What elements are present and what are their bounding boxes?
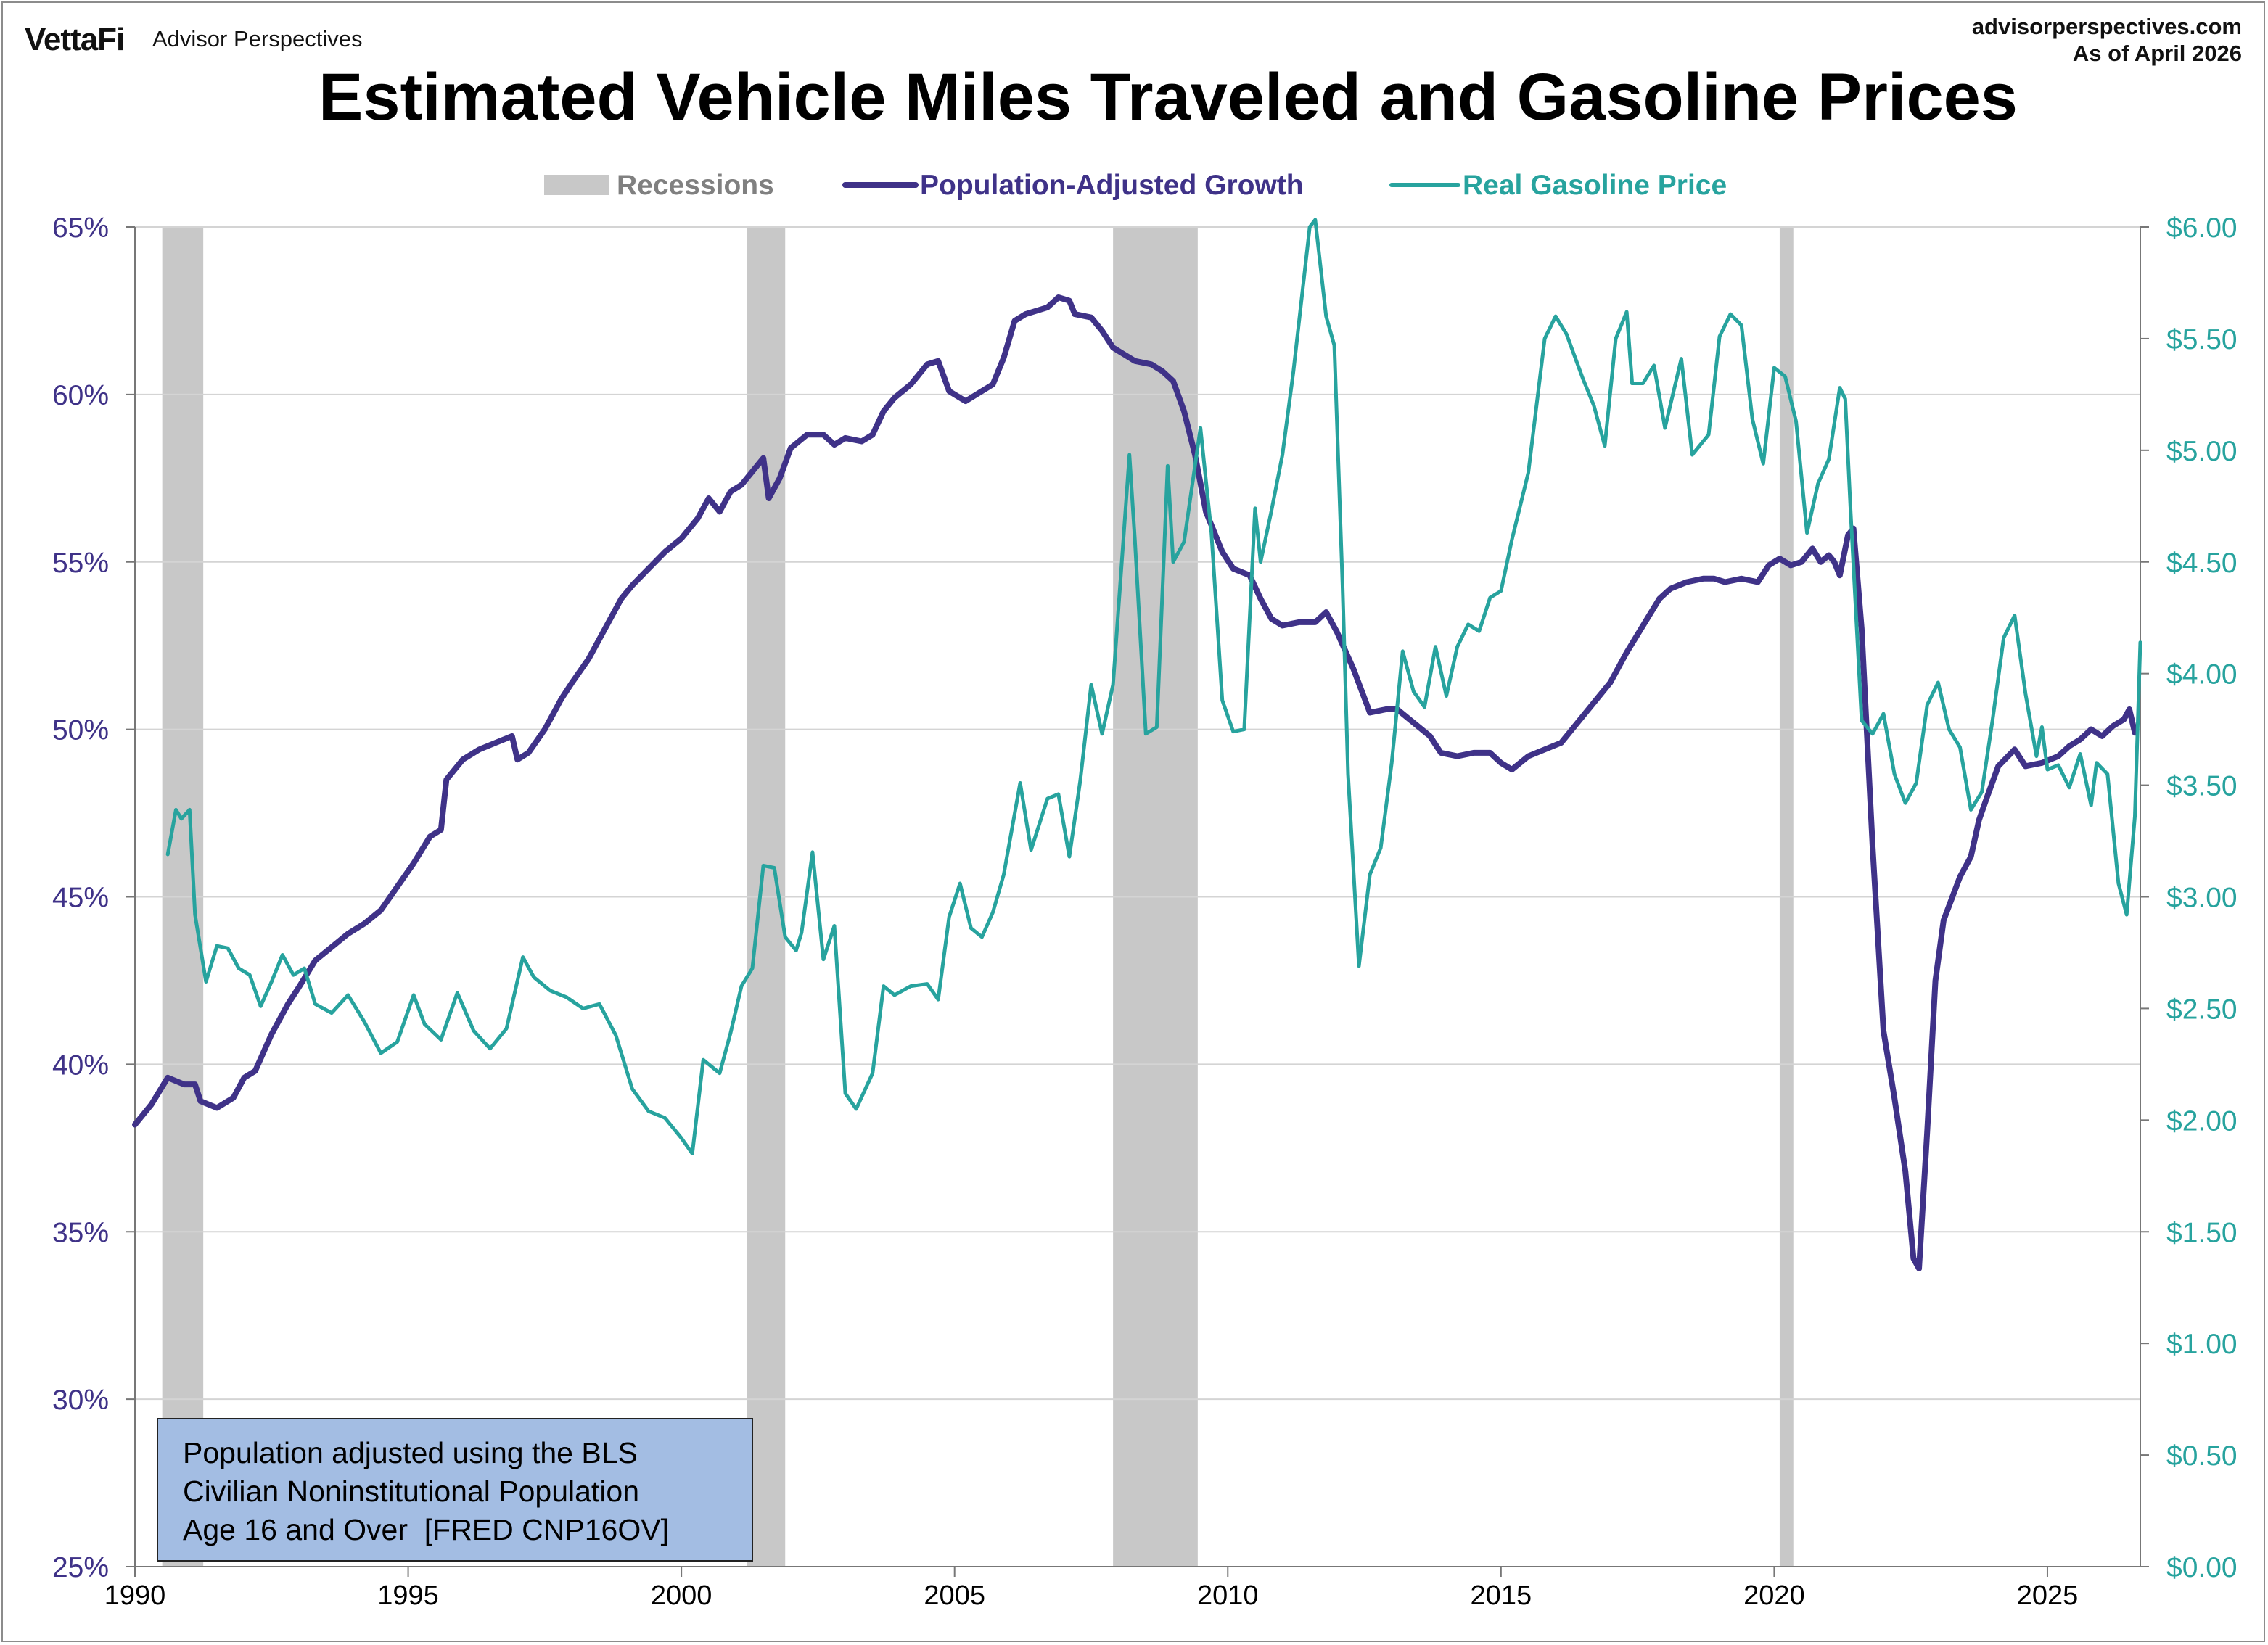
right-tick-label: $2.00 bbox=[2166, 1105, 2238, 1137]
x-tick-label: 2010 bbox=[1197, 1580, 1259, 1611]
right-tick-label: $3.00 bbox=[2166, 883, 2238, 914]
methodology-note: Population adjusted using the BLS Civili… bbox=[157, 1418, 753, 1562]
note-line: Civilian Noninstitutional Population bbox=[183, 1475, 640, 1508]
right-tick-label: $4.00 bbox=[2166, 659, 2238, 690]
x-tick-label: 1990 bbox=[104, 1580, 166, 1611]
left-tick-label: 45% bbox=[52, 883, 109, 914]
note-line: Age 16 and Over [FRED CNP16OV] bbox=[183, 1513, 669, 1546]
x-tick-label: 2015 bbox=[1471, 1580, 1532, 1611]
left-tick-label: 35% bbox=[52, 1217, 109, 1248]
chart-title: Estimated Vehicle Miles Traveled and Gas… bbox=[319, 60, 2018, 134]
right-tick-label: $0.50 bbox=[2166, 1440, 2238, 1472]
legend-swatch-recessions bbox=[544, 175, 609, 195]
gasoline-price-line bbox=[165, 218, 2142, 1155]
series-lines bbox=[132, 218, 2142, 1271]
vettafi-logo: VettaFi bbox=[25, 22, 125, 57]
x-tick-label: 2025 bbox=[2017, 1580, 2079, 1611]
as-of-date: As of April 2026 bbox=[2072, 41, 2242, 67]
legend-label-growth: Population-Adjusted Growth bbox=[920, 170, 1304, 201]
left-tick-label: 30% bbox=[52, 1385, 109, 1416]
left-tick-label: 40% bbox=[52, 1050, 109, 1081]
x-tick-label: 2005 bbox=[924, 1580, 985, 1611]
right-tick-label: $4.50 bbox=[2166, 548, 2238, 579]
legend: Recessions Population-Adjusted Growth Real… bbox=[544, 170, 1727, 201]
right-tick-label: $1.50 bbox=[2166, 1217, 2238, 1248]
note-line: Population adjusted using the BLS bbox=[183, 1436, 638, 1469]
left-tick-label: 50% bbox=[52, 715, 109, 746]
right-tick-label: $6.00 bbox=[2166, 213, 2238, 244]
left-tick-label: 65% bbox=[52, 213, 109, 244]
x-tick-label: 1995 bbox=[377, 1580, 439, 1611]
legend-label-recessions: Recessions bbox=[617, 170, 774, 201]
left-tick-label: 60% bbox=[52, 380, 109, 411]
right-tick-label: $3.50 bbox=[2166, 771, 2238, 802]
source-block: advisorperspectives.com As of April 2026 bbox=[1972, 13, 2242, 67]
population-adjusted-growth-line bbox=[132, 294, 2138, 1271]
left-tick-label: 25% bbox=[52, 1552, 109, 1583]
x-tick-label: 2000 bbox=[651, 1580, 712, 1611]
right-tick-label: $1.00 bbox=[2166, 1329, 2238, 1360]
axes: 25% 30% 35% 40% 45% 50% 55% 60% 65% $0.00 $0.50 $1.… bbox=[52, 213, 2238, 1611]
right-tick-label: $5.00 bbox=[2166, 436, 2238, 467]
legend-label-gasoline: Real Gasoline Price bbox=[1463, 170, 1727, 201]
brand-subtitle: Advisor Perspectives bbox=[152, 26, 363, 51]
right-tick-label: $5.50 bbox=[2166, 324, 2238, 355]
x-tick-label: 2020 bbox=[1743, 1580, 1805, 1611]
source-url: advisorperspectives.com bbox=[1971, 14, 2242, 39]
left-tick-label: 55% bbox=[52, 548, 109, 579]
right-tick-label: $0.00 bbox=[2166, 1552, 2238, 1583]
right-tick-label: $2.50 bbox=[2166, 994, 2238, 1025]
